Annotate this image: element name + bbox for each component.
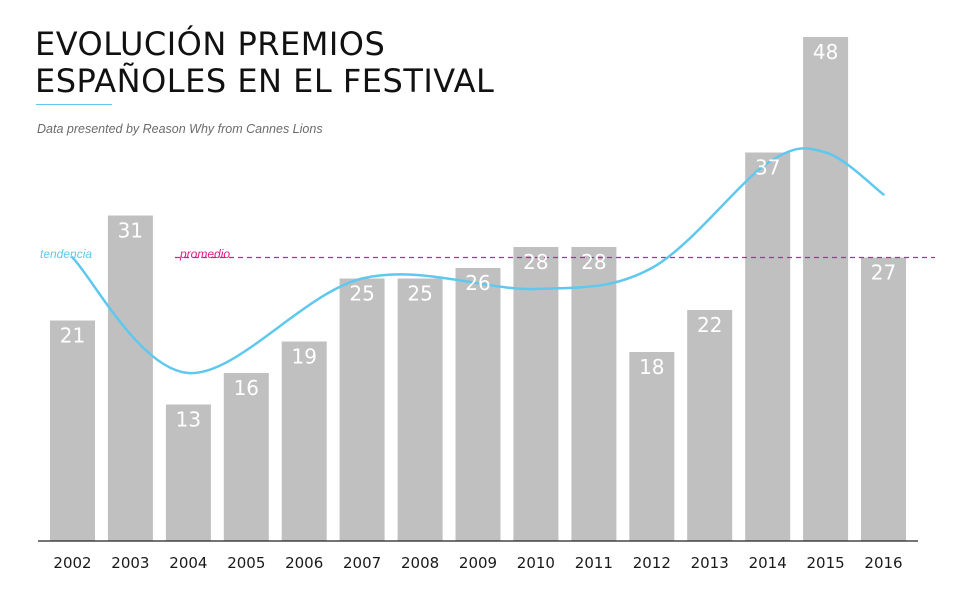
bar-2011	[571, 247, 617, 541]
bar-2007	[339, 278, 385, 541]
value-label-2002: 21	[60, 324, 85, 348]
value-label-2015: 48	[813, 40, 838, 64]
value-label-2010: 28	[523, 250, 548, 274]
x-tick-label-2008: 2008	[401, 554, 439, 572]
bar-2012	[629, 352, 675, 541]
value-label-2014: 37	[755, 156, 780, 180]
bar-2015	[803, 37, 849, 541]
x-tick-label-2014: 2014	[749, 554, 787, 572]
trend-label: tendencia	[40, 247, 92, 261]
value-label-2013: 22	[697, 313, 722, 337]
x-tick-label-2009: 2009	[459, 554, 497, 572]
value-label-2003: 31	[118, 219, 143, 243]
average-label: promedio	[179, 247, 230, 261]
bar-2014	[745, 152, 791, 541]
bar-2016	[861, 257, 906, 541]
value-label-2008: 25	[407, 282, 432, 306]
value-label-2005: 16	[234, 376, 259, 400]
bar-2002	[50, 320, 95, 541]
trend-line	[71, 147, 885, 375]
bar-2013	[687, 310, 733, 541]
value-label-2006: 19	[291, 345, 316, 369]
x-tick-label-2016: 2016	[864, 554, 902, 572]
x-tick-label-2010: 2010	[517, 554, 555, 572]
bar-2004	[165, 404, 211, 541]
bar-2003	[107, 215, 153, 541]
value-label-2012: 18	[639, 355, 664, 379]
x-tick-label-2002: 2002	[53, 554, 91, 572]
bar-2008	[397, 278, 443, 541]
bar-2009	[455, 268, 501, 541]
bar-2006	[281, 341, 327, 541]
value-label-2011: 28	[581, 250, 606, 274]
value-label-2004: 13	[176, 408, 201, 432]
x-tick-label-2013: 2013	[691, 554, 729, 572]
bars-group	[50, 37, 906, 541]
value-label-2007: 25	[349, 282, 374, 306]
value-label-2009: 26	[465, 271, 490, 295]
x-tick-label-2005: 2005	[227, 554, 265, 572]
bar-2010	[513, 247, 559, 541]
title-underline	[36, 104, 112, 105]
annotations-group: tendencia promedio	[40, 247, 230, 261]
chart-title-line-2: ESPAÑOLES EN EL FESTIVAL	[35, 62, 495, 100]
x-tick-label-2006: 2006	[285, 554, 323, 572]
chart-subtitle: Data presented by Reason Why from Cannes…	[37, 122, 323, 136]
x-tick-label-2003: 2003	[111, 554, 149, 572]
x-tick-label-2011: 2011	[575, 554, 613, 572]
bar-2005	[223, 373, 269, 541]
x-tick-label-2007: 2007	[343, 554, 381, 572]
x-tick-label-2015: 2015	[807, 554, 845, 572]
x-axis-group: 2002 2003 2004 2005 2006 2007 2008 2009 2010 2011…	[38, 540, 918, 572]
value-label-2016: 27	[871, 261, 896, 285]
trend-group	[71, 147, 885, 375]
chart-title-line-1: EVOLUCIÓN PREMIOS	[35, 25, 386, 63]
value-labels-group: 21 31 13 16 19 25 25 26 28 28 18 22 37 48 27	[60, 40, 896, 432]
chart-title: EVOLUCIÓN PREMIOS ESPAÑOLES EN EL FESTIV…	[35, 26, 595, 100]
x-tick-label-2004: 2004	[169, 554, 207, 572]
x-tick-label-2012: 2012	[633, 554, 671, 572]
